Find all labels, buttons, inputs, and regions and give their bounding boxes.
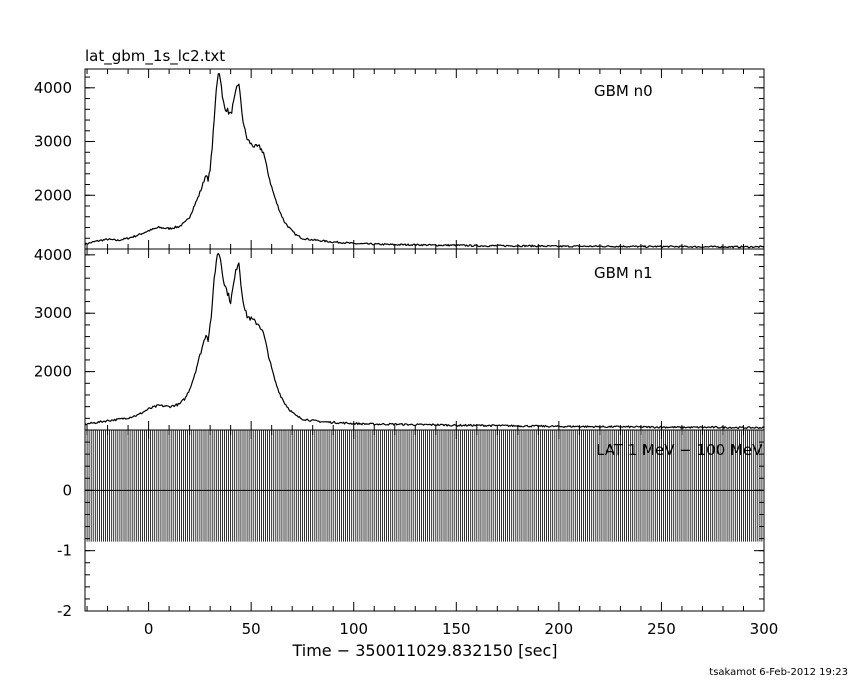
x-tick-label: 300 [750,620,779,638]
y-tick-label: 4000 [34,79,72,97]
y-tick-label: 2000 [34,186,72,204]
y-tick-label: 0 [62,481,72,499]
y-tick-label: -1 [57,542,72,560]
panel-frame [84,248,765,431]
panel-label: GBM n0 [594,82,653,100]
panel-gbm-n0: 2000 3000 4000 GBM n0 [34,68,765,250]
x-tick-label: 200 [545,620,574,638]
x-axis: 0 50 100 150 200 250 300 [144,620,779,638]
y-tick-label: 2000 [34,363,72,381]
panel-lat: -2 -1 0 LAT 1 MeV − 100 MeV [57,429,765,620]
y-tick-label: 4000 [34,246,72,264]
x-axis-label: Time − 350011029.832150 [sec] [291,641,557,660]
x-tick-label: 100 [339,620,368,638]
light-curve [84,73,765,249]
y-tick-label: -2 [57,602,72,620]
panel-frame [84,68,765,250]
x-tick-label: 150 [442,620,471,638]
file-title: lat_gbm_1s_lc2.txt [85,47,225,66]
y-tick-label: 3000 [34,304,72,322]
x-tick-label: 0 [144,620,154,638]
x-tick-label: 250 [647,620,676,638]
lat-bars [84,430,765,542]
y-tick-label: 3000 [34,133,72,151]
light-curve [84,252,765,430]
panel-label: LAT 1 MeV − 100 MeV [596,441,763,459]
footer-timestamp: tsakamot 6-Feb-2012 19:23 [709,667,848,678]
panel-gbm-n1: 2000 3000 4000 GBM n1 [34,246,765,431]
panel-label: GBM n1 [594,264,653,282]
x-tick-label: 50 [242,620,261,638]
